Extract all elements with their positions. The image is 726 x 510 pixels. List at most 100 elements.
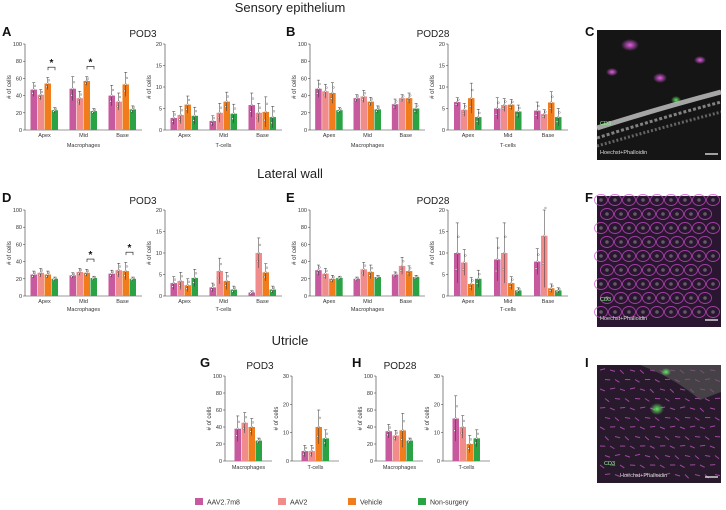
stereocilia-bundle <box>639 445 646 447</box>
cell-outline <box>698 236 712 248</box>
cell-outline <box>706 306 720 318</box>
data-point <box>475 282 479 285</box>
data-point <box>258 106 262 109</box>
data-point <box>394 103 397 106</box>
data-point <box>394 273 397 276</box>
data-point <box>557 116 560 119</box>
significance-star: * <box>89 250 93 261</box>
bar-non-surgery <box>515 111 522 130</box>
data-point <box>111 270 114 273</box>
data-point <box>211 286 214 289</box>
bar-vehicle <box>508 104 515 130</box>
data-point <box>249 430 252 433</box>
chart-a-macrophages: 0 20 40 60 80 100 # of cells Apex Mid Base Macroph… <box>7 42 142 149</box>
bar-aav2-7m8 <box>30 274 37 296</box>
stereocilia-bundle <box>639 426 645 430</box>
nucleus <box>599 310 603 314</box>
data-point <box>45 85 48 88</box>
cell-outline <box>636 222 650 234</box>
data-point <box>257 251 260 255</box>
nucleus <box>641 310 645 314</box>
y-tick-label: 5 <box>159 107 162 113</box>
y-axis-label: # of cells <box>292 75 298 99</box>
stereocilia-bundle <box>644 436 650 441</box>
data-point <box>456 251 459 255</box>
stereocilia-bundle <box>664 436 670 441</box>
cell-outline <box>594 250 608 262</box>
panel-label-d: D <box>2 190 11 205</box>
cell-outline <box>698 264 712 276</box>
cell-outline <box>670 264 684 276</box>
stereocilia-bundle <box>644 473 651 475</box>
y-tick-label: 0 <box>370 459 373 465</box>
category-label: Apex <box>323 299 336 305</box>
data-point <box>171 120 174 123</box>
nucleus <box>647 296 651 300</box>
data-point <box>33 271 36 274</box>
chart-h-t-cells: 0 10 20 30 # of cells T-cells <box>425 374 490 471</box>
data-point <box>363 92 367 95</box>
panel-label-c: C <box>585 24 595 39</box>
data-point <box>123 89 126 92</box>
y-tick-label: 15 <box>439 64 445 70</box>
data-point <box>316 435 319 438</box>
data-point <box>464 254 467 257</box>
data-point <box>263 275 266 279</box>
bar-vehicle <box>44 83 51 130</box>
bar-non-surgery <box>412 277 420 296</box>
data-point <box>185 287 188 290</box>
panel-label-h: H <box>352 355 361 370</box>
data-point <box>394 434 397 437</box>
data-point <box>460 432 463 435</box>
category-label: Apex <box>38 299 51 305</box>
data-point <box>123 274 126 277</box>
significance-bracket <box>86 66 95 70</box>
data-point <box>111 88 114 92</box>
y-tick-label: 20 <box>367 442 373 448</box>
data-point <box>504 100 507 103</box>
stereocilia-bundle <box>634 379 640 383</box>
data-point <box>243 421 246 424</box>
data-point <box>272 110 276 113</box>
data-point <box>303 450 306 453</box>
data-point <box>231 117 234 120</box>
nucleus <box>703 268 707 272</box>
stereocilia-bundle <box>644 378 651 380</box>
data-point <box>544 206 547 209</box>
data-point <box>211 119 214 123</box>
bar-aav2 <box>115 101 122 130</box>
data-point <box>125 265 128 268</box>
stereocilia-bundle <box>624 436 630 441</box>
bar-aav2 <box>37 272 44 296</box>
y-tick-label: 0 <box>442 294 445 300</box>
data-point <box>409 267 412 270</box>
bar-vehicle <box>367 101 374 130</box>
cell-outline <box>650 278 664 290</box>
data-point <box>178 284 181 287</box>
bar-non-surgery <box>555 290 562 296</box>
y-axis-label: # of cells <box>274 407 280 431</box>
stereocilia-bundle <box>669 464 676 466</box>
data-point <box>475 437 478 440</box>
data-point <box>272 286 276 289</box>
stain-label: Hoechst+Phalloidin <box>600 316 647 322</box>
data-point <box>324 437 327 440</box>
data-point <box>477 277 480 280</box>
data-point <box>416 104 419 107</box>
y-tick-label: 20 <box>216 442 222 448</box>
bar-aav2-7m8 <box>534 261 541 296</box>
stereocilia-bundle <box>679 388 686 391</box>
nucleus <box>683 226 687 230</box>
data-point <box>132 276 136 279</box>
bar-vehicle <box>405 271 413 296</box>
cell-outline <box>614 264 628 276</box>
data-point <box>503 104 506 107</box>
data-point <box>463 108 466 111</box>
panel-label-a: A <box>2 24 12 39</box>
data-point <box>508 285 512 288</box>
stereocilia-bundle <box>694 436 701 438</box>
data-point <box>375 110 378 113</box>
stereocilia-bundle <box>604 417 611 420</box>
data-point <box>323 275 326 278</box>
